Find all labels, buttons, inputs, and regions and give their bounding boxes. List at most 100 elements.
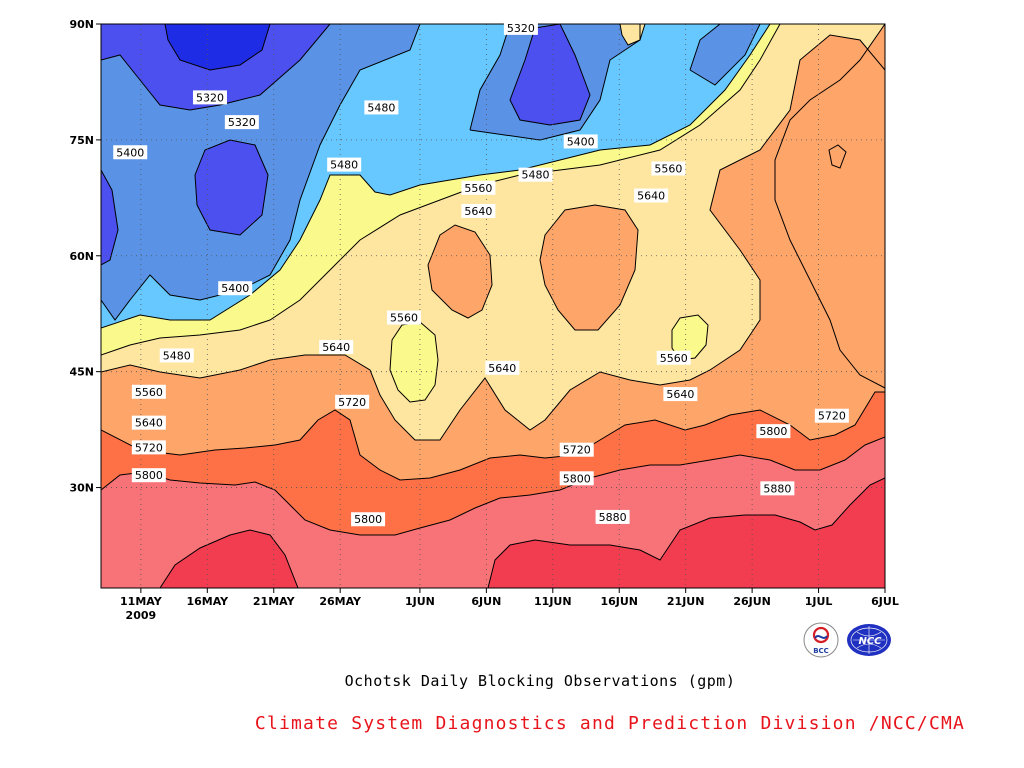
contour-label: 5880: [763, 482, 791, 495]
band-below-5320: [165, 24, 270, 70]
x-tick-label: 11MAY: [120, 595, 163, 608]
contour-label-bg: [563, 134, 598, 149]
contour-label: 5640: [322, 341, 350, 354]
x-tick-label: 21MAY: [253, 595, 296, 608]
blob-5560-b: [672, 315, 708, 360]
contour-5400: [101, 24, 331, 111]
contour-label-bg: [663, 387, 698, 402]
contour-label: 5400: [567, 135, 595, 148]
blob-5560-a: [390, 322, 438, 402]
contour-5640-island-d: [619, 24, 646, 46]
band-above-5960-w: [160, 530, 298, 588]
contour-label: 5640: [637, 190, 665, 203]
x-tick-label: 16MAY: [186, 595, 229, 608]
contour-5400-c: [194, 139, 269, 236]
contour-label-bg: [760, 481, 795, 496]
contour-label-bg: [651, 161, 686, 176]
y-axis: 30N 45N 60N 75N 90N: [69, 18, 101, 495]
ncc-logo-text: NCC: [858, 636, 882, 647]
contour-5720-island-b: [539, 204, 639, 331]
contour-label: 5560: [464, 182, 492, 195]
contour-label-bg: [218, 281, 253, 296]
contour-5400-n: [509, 24, 591, 126]
contour-label: 5480: [330, 159, 358, 172]
x-tick-year: 2009: [126, 609, 157, 622]
contour-fill-layer: [101, 24, 885, 588]
contour-east: [774, 24, 885, 389]
chart-subtitle: Ochotsk Daily Blocking Observations (gpm…: [344, 672, 736, 690]
contour-label-bg: [386, 310, 421, 325]
x-tick-label: 1JUL: [805, 595, 833, 608]
contour-label-bg: [461, 203, 496, 218]
band-5320-5400-n: [510, 24, 590, 125]
contour-label: 5400: [221, 282, 249, 295]
contour-label-bg: [224, 115, 259, 130]
band-5720-5800-east: [775, 24, 885, 388]
contour-label-bg: [656, 350, 691, 365]
x-tick-label: 6JUL: [871, 595, 899, 608]
contour-label-bg: [503, 20, 538, 35]
contour-label-bg: [131, 468, 166, 483]
contour-label: 5480: [367, 101, 395, 114]
band-above-5960-e: [488, 478, 885, 588]
ncc-logo: NCC: [847, 624, 891, 656]
contour-label: 5880: [599, 511, 627, 524]
contour-label-bg: [518, 167, 553, 182]
contour-label: 5640: [464, 205, 492, 218]
contour-label: 5560: [654, 162, 682, 175]
y-tick-label: 45N: [69, 366, 94, 379]
x-tick-label: 1JUN: [405, 595, 435, 608]
contour-label-bg: [559, 442, 594, 457]
contour-5960-w: [159, 529, 299, 588]
contour-label-bg: [327, 157, 362, 172]
contour-label-bg: [364, 100, 399, 115]
contour-label-bg: [335, 394, 370, 409]
band-5320-5400-w: [101, 170, 118, 265]
contour-label: 5640: [488, 362, 516, 375]
x-tick-label: 21JUN: [667, 595, 705, 608]
contour-label: 5720: [563, 444, 591, 457]
contour-label: 5480: [522, 169, 550, 182]
contour-5480: [101, 24, 421, 321]
contour-label-bg: [113, 145, 148, 160]
plot-frame: [100, 23, 886, 589]
contour-label-bg: [131, 440, 166, 455]
contour-label: 5320: [196, 91, 224, 104]
y-tick-label: 60N: [69, 250, 94, 263]
contour-5640: [101, 24, 781, 356]
contour-label: 5720: [818, 410, 846, 423]
contour-5800: [101, 391, 885, 481]
contour-label-bg: [351, 512, 386, 527]
blob-5720-b: [540, 205, 638, 330]
contour-label: 5800: [354, 513, 382, 526]
x-tick-label: 11JUN: [534, 595, 572, 608]
x-tick-label: 6JUN: [471, 595, 501, 608]
contour-label-bg: [814, 408, 849, 423]
contour-label: 5320: [228, 116, 256, 129]
contour-label-bg: [192, 90, 227, 105]
contour-label: 5560: [135, 386, 163, 399]
contour-label-bg: [131, 384, 166, 399]
contour-label: 5800: [135, 469, 163, 482]
contour-5320: [164, 24, 271, 71]
contour-label: 5480: [163, 349, 191, 362]
band-5320-5400-c: [195, 140, 268, 235]
bcc-logo: BCC: [803, 622, 839, 658]
contour-label: 5640: [666, 388, 694, 401]
contour-5720: [101, 34, 885, 441]
contour-5960-e: [487, 477, 885, 588]
grid-layer: [101, 24, 885, 588]
contour-label-bg: [595, 509, 630, 524]
contour-label-bg: [131, 415, 166, 430]
contour-5720-island-a: [427, 224, 493, 319]
contour-label: 5560: [660, 352, 688, 365]
contour-label: 5800: [563, 472, 591, 485]
x-tick-label: 16JUN: [600, 595, 638, 608]
island-5640-a: [620, 24, 645, 45]
credit-line: Climate System Diagnostics and Predictio…: [254, 713, 966, 734]
contour-label-bg: [159, 348, 194, 363]
contour-label: 5640: [135, 417, 163, 430]
x-tick-label: 26MAY: [319, 595, 362, 608]
